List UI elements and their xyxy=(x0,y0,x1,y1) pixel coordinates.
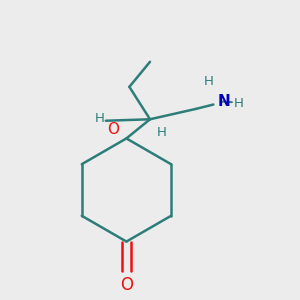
Text: H: H xyxy=(94,112,104,125)
Text: H: H xyxy=(204,75,214,88)
Text: H: H xyxy=(157,126,166,139)
Text: H: H xyxy=(234,97,244,110)
Text: N: N xyxy=(218,94,230,109)
Text: O: O xyxy=(120,276,133,294)
Text: O: O xyxy=(107,122,119,136)
